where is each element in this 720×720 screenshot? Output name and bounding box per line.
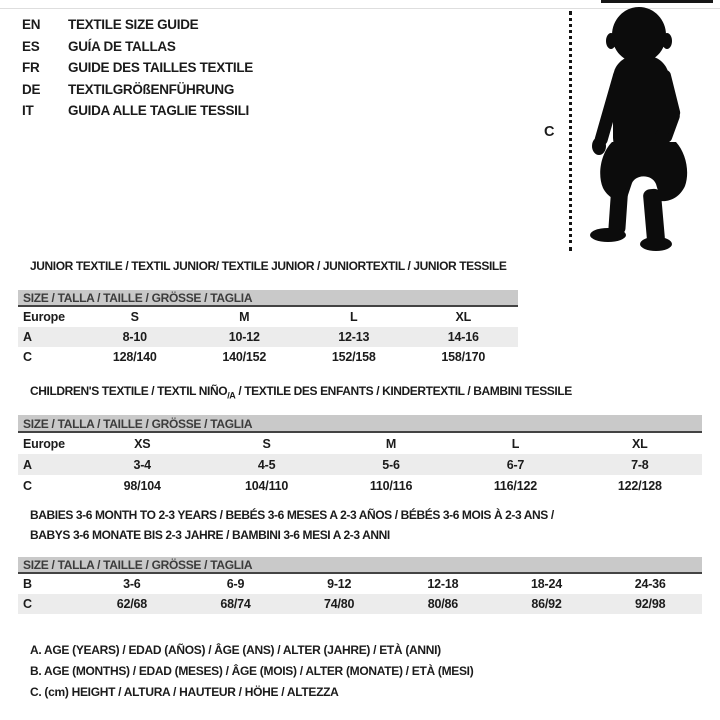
lang-title-it: GUIDA ALLE TAGLIE TESSILI: [68, 103, 249, 119]
language-title-list: EN TEXTILE SIZE GUIDE ES GUÍA DE TALLAS …: [22, 14, 253, 122]
lang-row-en: EN TEXTILE SIZE GUIDE: [22, 14, 253, 36]
height-cell: 62/68: [116, 597, 147, 611]
height-cell: 68/74: [220, 597, 251, 611]
row-label: A: [23, 330, 32, 344]
lang-code-fr: FR: [22, 60, 40, 76]
table-row: C 62/68 68/74 74/80 80/86 86/92 92/98: [18, 594, 702, 614]
lang-row-de: DE TEXTILGRÖßENFÜHRUNG: [22, 79, 253, 101]
row-label: A: [23, 457, 32, 472]
row-label: B: [23, 577, 32, 591]
toddler-silhouette-icon: [582, 4, 715, 252]
age-cell: 12-18: [427, 577, 459, 591]
legend: A. AGE (YEARS) / EDAD (AÑOS) / ÂGE (ANS)…: [30, 640, 474, 703]
lang-title-en: TEXTILE SIZE GUIDE: [68, 17, 199, 33]
top-right-edge-mark: [601, 0, 713, 3]
babies-section-title-line1: BABIES 3-6 MONTH TO 2-3 YEARS / BEBÉS 3-…: [30, 508, 554, 522]
height-cell: 140/152: [222, 350, 267, 364]
children-size-table: SIZE / TALLA / TAILLE / GRÖSSE / TAGLIA …: [18, 415, 702, 496]
age-cell: 24-36: [634, 577, 666, 591]
size-cell: M: [385, 436, 397, 451]
age-cell: 7-8: [631, 457, 649, 472]
junior-size-table: SIZE / TALLA / TAILLE / GRÖSSE / TAGLIA …: [18, 290, 518, 367]
height-cell: 98/104: [123, 478, 161, 493]
children-title-pre: CHILDREN'S TEXTILE / TEXTIL NIÑO: [30, 384, 228, 398]
top-edge-line: [0, 8, 720, 9]
size-cell: M: [239, 310, 250, 324]
height-measure-label: C: [544, 124, 555, 140]
table-row: C 98/104 104/110 110/116 116/122 122/128: [18, 475, 702, 496]
age-cell: 18-24: [531, 577, 563, 591]
size-cell: S: [130, 310, 139, 324]
children-section-title: CHILDREN'S TEXTILE / TEXTIL NIÑO/A / TEX…: [30, 384, 572, 403]
table-row: C 128/140 140/152 152/158 158/170: [18, 347, 518, 367]
table-row: B 3-6 6-9 9-12 12-18 18-24 24-36: [18, 574, 702, 594]
age-cell: 4-5: [257, 457, 276, 472]
row-label: C: [23, 597, 32, 611]
children-title-subscript: /A: [227, 390, 236, 401]
height-cell: 152/158: [331, 350, 376, 364]
table-row: A 8-10 10-12 12-13 14-16: [18, 327, 518, 347]
age-cell: 9-12: [327, 577, 352, 591]
height-measure-dotted-line: [569, 11, 572, 251]
age-cell: 10-12: [228, 330, 260, 344]
lang-row-it: IT GUIDA ALLE TAGLIE TESSILI: [22, 100, 253, 122]
lang-row-fr: FR GUIDE DES TAILLES TEXTILE: [22, 57, 253, 79]
age-cell: 5-6: [382, 457, 400, 472]
babies-section-title-line2: BABYS 3-6 MONATE BIS 2-3 JAHRE / BAMBINI…: [30, 528, 390, 542]
row-label: C: [23, 478, 32, 493]
children-table-header: SIZE / TALLA / TAILLE / GRÖSSE / TAGLIA: [18, 415, 702, 433]
height-cell: 158/170: [441, 350, 486, 364]
babies-size-table: SIZE / TALLA / TAILLE / GRÖSSE / TAGLIA …: [18, 557, 702, 614]
lang-title-fr: GUIDE DES TAILLES TEXTILE: [68, 60, 254, 76]
height-cell: 92/98: [635, 597, 666, 611]
height-cell: 110/116: [369, 478, 413, 493]
size-cell: L: [511, 436, 520, 451]
lang-code-es: ES: [22, 38, 40, 54]
lang-code-en: EN: [22, 17, 41, 33]
size-cell: L: [350, 310, 358, 324]
legend-line-c: C. (cm) HEIGHT / ALTURA / HAUTEUR / HÖHE…: [30, 685, 339, 699]
lang-code-de: DE: [22, 81, 41, 97]
height-cell: 80/86: [427, 597, 458, 611]
legend-line-b: B. AGE (MONTHS) / EDAD (MESES) / ÂGE (MO…: [30, 664, 474, 678]
height-cell: 122/128: [617, 478, 662, 493]
age-cell: 8-10: [122, 330, 147, 344]
age-cell: 6-7: [506, 457, 525, 472]
legend-line-a: A. AGE (YEARS) / EDAD (AÑOS) / ÂGE (ANS)…: [30, 643, 441, 657]
age-cell: 3-6: [123, 577, 141, 591]
height-cell: 104/110: [245, 478, 289, 493]
row-label: C: [23, 350, 32, 364]
size-cell: XL: [455, 310, 472, 324]
size-cell: XS: [134, 436, 151, 451]
age-cell: 12-13: [338, 330, 370, 344]
table-row: Europe S M L XL: [18, 307, 518, 327]
age-cell: 6-9: [226, 577, 245, 591]
size-cell: XL: [632, 436, 648, 451]
lang-title-de: TEXTILGRÖßENFÜHRUNG: [68, 81, 235, 97]
height-cell: 116/122: [493, 478, 537, 493]
table-row: Europe XS S M L XL: [18, 433, 702, 454]
height-cell: 86/92: [531, 597, 562, 611]
row-label: Europe: [23, 310, 65, 324]
children-title-post: / TEXTILE DES ENFANTS / KINDERTEXTIL / B…: [235, 384, 572, 398]
lang-row-es: ES GUÍA DE TALLAS: [22, 36, 253, 58]
size-cell: S: [262, 436, 271, 451]
table-row: A 3-4 4-5 5-6 6-7 7-8: [18, 454, 702, 475]
age-cell: 3-4: [133, 457, 151, 472]
junior-section-title: JUNIOR TEXTILE / TEXTIL JUNIOR/ TEXTILE …: [30, 259, 507, 273]
babies-table-header: SIZE / TALLA / TAILLE / GRÖSSE / TAGLIA: [18, 557, 702, 574]
age-cell: 14-16: [447, 330, 479, 344]
lang-title-es: GUÍA DE TALLAS: [68, 38, 176, 54]
height-cell: 74/80: [324, 597, 355, 611]
junior-table-header: SIZE / TALLA / TAILLE / GRÖSSE / TAGLIA: [18, 290, 518, 307]
lang-code-it: IT: [22, 103, 34, 119]
row-label: Europe: [23, 436, 65, 451]
height-cell: 128/140: [112, 350, 157, 364]
